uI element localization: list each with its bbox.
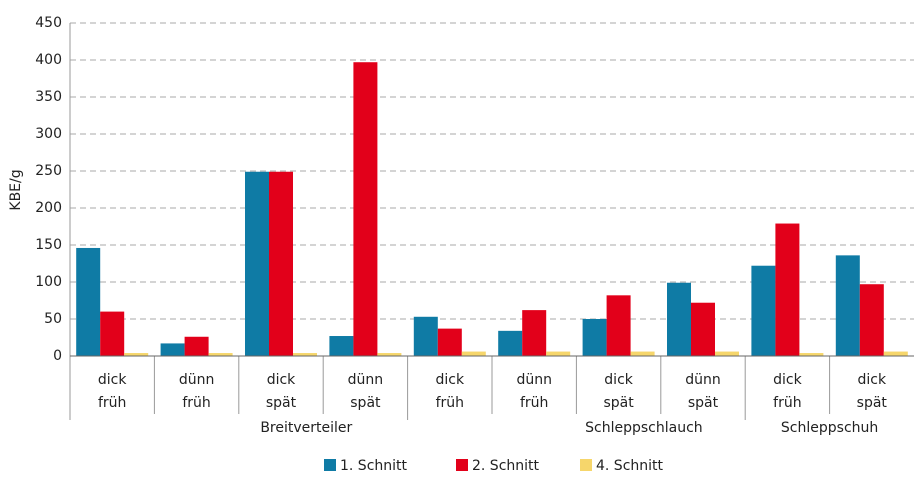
bar <box>245 171 269 356</box>
bar <box>883 351 908 356</box>
bar <box>184 336 209 356</box>
x-tick-label: früh <box>98 395 126 411</box>
bar <box>377 353 402 356</box>
bar <box>498 330 523 356</box>
x-tick-label: spät <box>266 395 297 411</box>
bar <box>208 353 233 356</box>
legend-label: 4. Schnitt <box>596 458 664 474</box>
y-tick-label: 50 <box>44 311 62 327</box>
x-tick-label: dick <box>98 372 127 388</box>
bar <box>775 223 800 356</box>
bar <box>835 255 860 356</box>
x-tick-label: spät <box>350 395 381 411</box>
bar <box>582 319 607 356</box>
x-tick-label: dick <box>436 372 465 388</box>
bar <box>715 351 739 356</box>
bar <box>691 302 715 356</box>
bar <box>76 247 101 356</box>
x-tick-label: früh <box>436 395 464 411</box>
bar <box>630 351 655 356</box>
y-tick-label: 300 <box>35 126 62 142</box>
y-axis-label: KBE/g <box>8 169 24 210</box>
y-tick-label: 450 <box>35 15 62 31</box>
x-tick-label: dünn <box>516 372 552 388</box>
x-tick-label: dick <box>267 372 296 388</box>
bar <box>269 171 293 356</box>
bar <box>859 284 884 356</box>
legend-label: 1. Schnitt <box>340 458 408 474</box>
bar <box>437 328 462 356</box>
bar <box>293 353 317 356</box>
bar <box>160 343 185 356</box>
group-label: Breitverteiler <box>260 420 352 436</box>
bar <box>124 353 149 356</box>
x-tick-label: dick <box>858 372 887 388</box>
x-tick-label: dick <box>773 372 802 388</box>
x-tick-label: früh <box>182 395 210 411</box>
x-tick-label: dünn <box>179 372 215 388</box>
x-tick-label: dünn <box>348 372 384 388</box>
bar <box>799 353 824 356</box>
legend-swatch <box>580 459 592 471</box>
bar <box>413 316 438 356</box>
x-tick-label: früh <box>773 395 801 411</box>
x-tick-label: spät <box>688 395 719 411</box>
bar <box>667 282 691 356</box>
legend-label: 2. Schnitt <box>472 458 540 474</box>
bar <box>353 62 378 356</box>
x-tick-label: dick <box>604 372 633 388</box>
group-label: Schleppschuh <box>781 420 878 436</box>
y-tick-label: 200 <box>35 200 62 216</box>
bar <box>461 351 486 356</box>
x-tick-label: spät <box>857 395 888 411</box>
y-tick-label: 350 <box>35 89 62 105</box>
bar <box>546 351 571 356</box>
bar <box>606 295 631 356</box>
bar <box>100 311 125 356</box>
y-tick-label: 400 <box>35 52 62 68</box>
bar <box>751 265 776 356</box>
y-tick-label: 150 <box>35 237 62 253</box>
legend-swatch <box>456 459 468 471</box>
x-tick-label: dünn <box>685 372 721 388</box>
bar <box>329 336 354 356</box>
bar <box>522 310 547 356</box>
group-label: Schleppschlauch <box>585 420 703 436</box>
y-tick-label: 0 <box>53 348 62 364</box>
x-tick-label: spät <box>603 395 634 411</box>
x-tick-label: früh <box>520 395 548 411</box>
y-tick-label: 250 <box>35 163 62 179</box>
legend-swatch <box>324 459 336 471</box>
y-tick-label: 100 <box>35 274 62 290</box>
